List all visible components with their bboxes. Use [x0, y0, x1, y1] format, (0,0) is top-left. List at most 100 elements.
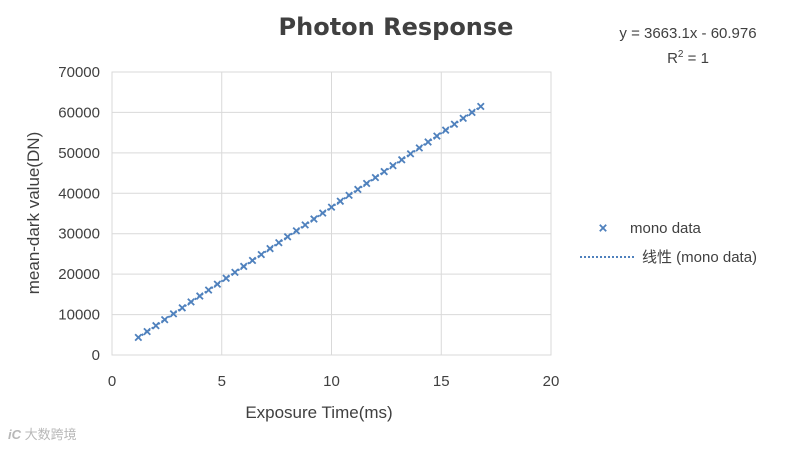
y-axis-label: mean-dark value(DN) [24, 132, 43, 295]
legend: mono data 线性 (mono data) [580, 220, 757, 266]
data-point-stroke [134, 333, 143, 342]
data-point [143, 327, 151, 336]
x-axis-ticks: 0 5 10 15 20 [108, 373, 560, 390]
chart-title: Photon Response [279, 13, 514, 41]
y-tick-label: 60000 [58, 104, 100, 121]
legend-item-mono-data: mono data [599, 220, 702, 237]
x-tick-label: 5 [218, 373, 226, 390]
data-point [301, 221, 309, 229]
data-point-stroke [354, 185, 362, 194]
y-tick-label: 20000 [58, 266, 100, 283]
r-squared-superscript: 2 [678, 49, 684, 60]
watermark-logo-icon: iC [8, 427, 21, 442]
data-point [345, 191, 353, 200]
data-point [433, 132, 441, 140]
data-point-stroke [371, 173, 380, 182]
data-point-stroke [450, 120, 459, 129]
data-point [178, 304, 187, 312]
data-point-stroke [459, 114, 468, 123]
data-point [459, 114, 468, 123]
data-point [248, 256, 257, 265]
data-point-stroke [415, 144, 424, 152]
y-tick-label: 70000 [58, 64, 100, 81]
data-point-stroke [318, 209, 327, 217]
data-point-stroke [292, 227, 301, 235]
data-point [187, 298, 195, 306]
data-point-stroke [406, 150, 415, 158]
data-point-stroke [239, 262, 248, 271]
data-point [362, 179, 371, 188]
data-point-stroke [397, 155, 406, 164]
data-point-stroke [178, 304, 187, 312]
watermark-text: 大数跨境 [24, 427, 77, 442]
x-tick-label: 15 [433, 373, 450, 390]
trendline-equation: y = 3663.1x - 60.976 R2 = 1 [619, 25, 756, 67]
data-point-stroke [380, 167, 389, 176]
data-point [134, 333, 143, 342]
y-tick-label: 30000 [58, 226, 100, 243]
data-point-stroke [424, 138, 432, 146]
data-point [380, 167, 389, 176]
data-points [134, 102, 485, 342]
data-point-stroke [362, 179, 371, 188]
data-point [283, 232, 292, 241]
data-point [441, 126, 450, 134]
data-point [424, 138, 432, 146]
data-point-stroke [248, 256, 257, 265]
data-point [222, 274, 230, 283]
y-tick-label: 40000 [58, 185, 100, 202]
data-point-stroke [468, 108, 476, 117]
x-tick-label: 10 [323, 373, 340, 390]
data-point [371, 173, 380, 182]
data-point-stroke [187, 298, 195, 306]
data-point-stroke [433, 132, 441, 140]
data-point [152, 321, 160, 330]
data-point-stroke [476, 102, 485, 111]
data-point-stroke [160, 315, 169, 324]
data-point [274, 238, 283, 247]
data-point [336, 197, 345, 206]
data-point-stroke [222, 274, 230, 283]
data-point [160, 315, 169, 324]
r-squared-text: R2 = 1 [667, 49, 709, 67]
data-point [354, 185, 362, 194]
data-point [397, 155, 406, 164]
legend-label-mono-data: mono data [630, 220, 702, 237]
legend-item-linear: 线性 (mono data) [580, 249, 757, 266]
data-point [292, 227, 301, 235]
data-point [318, 209, 327, 217]
plot-area [111, 71, 552, 356]
data-point-stroke [327, 203, 336, 211]
data-point-stroke [310, 215, 318, 223]
data-point [169, 309, 178, 318]
data-point-stroke [283, 232, 292, 241]
legend-marker-stroke [599, 224, 607, 232]
y-tick-label: 10000 [58, 307, 100, 324]
data-point-stroke [213, 280, 222, 288]
data-point-stroke [301, 221, 309, 229]
data-point [310, 215, 318, 223]
data-point [213, 280, 222, 288]
data-point-stroke [336, 197, 345, 206]
data-point-stroke [441, 126, 450, 134]
data-point [406, 150, 415, 158]
trendline [137, 105, 482, 339]
y-axis-ticks: 0 10000 20000 30000 40000 50000 60000 70000 [58, 64, 100, 364]
data-point [239, 262, 248, 271]
data-point [231, 268, 239, 277]
y-tick-label: 0 [92, 347, 100, 364]
data-point-stroke [231, 268, 239, 277]
legend-marker-x [599, 224, 607, 232]
data-point [415, 144, 424, 152]
data-point [257, 250, 266, 259]
data-point-stroke [389, 161, 397, 170]
data-point [468, 108, 476, 117]
data-point-stroke [152, 321, 160, 330]
data-point [204, 286, 213, 294]
x-axis-label: Exposure Time(ms) [245, 403, 392, 422]
data-point-stroke [195, 292, 204, 300]
data-point-stroke [345, 191, 353, 200]
x-tick-label: 20 [543, 373, 560, 390]
r-squared-value: = 1 [683, 50, 708, 67]
